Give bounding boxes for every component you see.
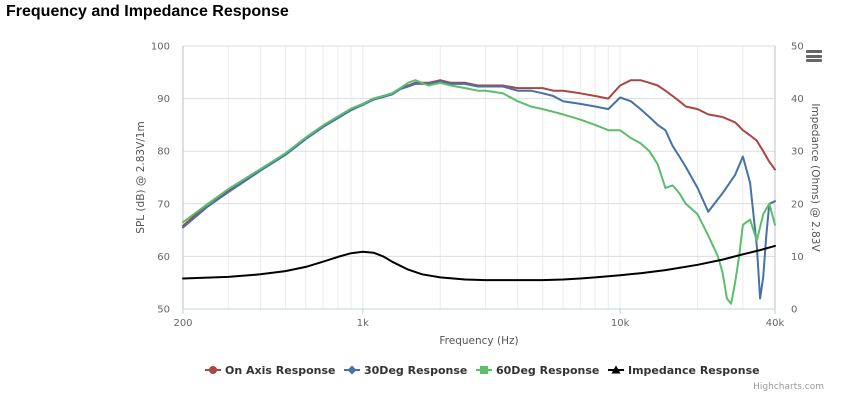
y2-tick-label: 50 <box>791 42 804 53</box>
axes <box>182 46 776 314</box>
y2-tick-label: 30 <box>791 147 804 158</box>
y2-tick-label: 10 <box>791 252 804 263</box>
series-group <box>182 79 776 305</box>
y2-tick-label: 0 <box>791 305 797 316</box>
legend-marker <box>347 365 357 375</box>
legend-marker <box>611 365 621 374</box>
chart-title: Frequency and Impedance Response <box>6 3 289 20</box>
series-line-2[interactable] <box>182 79 776 305</box>
y2-tick-label: 20 <box>791 199 804 210</box>
legend-item-1[interactable]: 30Deg Response <box>344 364 467 377</box>
y-tick-label: 90 <box>157 94 170 105</box>
x-tick-label: 1k <box>357 318 369 329</box>
y-tick-label: 60 <box>157 252 170 263</box>
y-tick-label: 70 <box>157 199 170 210</box>
y-tick-label: 80 <box>157 147 170 158</box>
x-tick-label: 200 <box>173 318 192 329</box>
legend: On Axis Response 30Deg Response 60Deg Resp… <box>205 364 760 377</box>
legend-label: 60Deg Response <box>496 364 599 377</box>
tick-labels: 200 1k 10k 40k 50 60 70 80 90 100 0 10 20 30 40 50 <box>151 42 804 330</box>
y2-axis-title: Impedance (Ohms) @ 2.83V <box>809 103 821 252</box>
legend-label: Impedance Response <box>628 364 760 377</box>
hamburger-menu-icon[interactable] <box>806 50 822 62</box>
legend-label: 30Deg Response <box>364 364 467 377</box>
legend-marker <box>480 366 488 374</box>
x-tick-label: 10k <box>611 318 630 329</box>
y-axis-title: SPL (dB) @ 2.83V/1m <box>135 121 147 233</box>
legend-item-2[interactable]: 60Deg Response <box>476 364 599 377</box>
y2-tick-label: 40 <box>791 94 804 105</box>
y-tick-label: 50 <box>157 305 170 316</box>
credits[interactable]: Highcharts.com <box>753 382 824 392</box>
series-line-3[interactable] <box>182 244 776 282</box>
y-tick-label: 100 <box>151 42 170 53</box>
x-tick-label: 40k <box>766 318 785 329</box>
x-axis-title: Frequency (Hz) <box>439 335 518 347</box>
legend-label: On Axis Response <box>225 364 336 377</box>
legend-item-3[interactable]: Impedance Response <box>608 364 760 377</box>
legend-marker <box>209 366 217 374</box>
legend-item-0[interactable]: On Axis Response <box>205 364 336 377</box>
series-line-1[interactable] <box>182 80 776 300</box>
